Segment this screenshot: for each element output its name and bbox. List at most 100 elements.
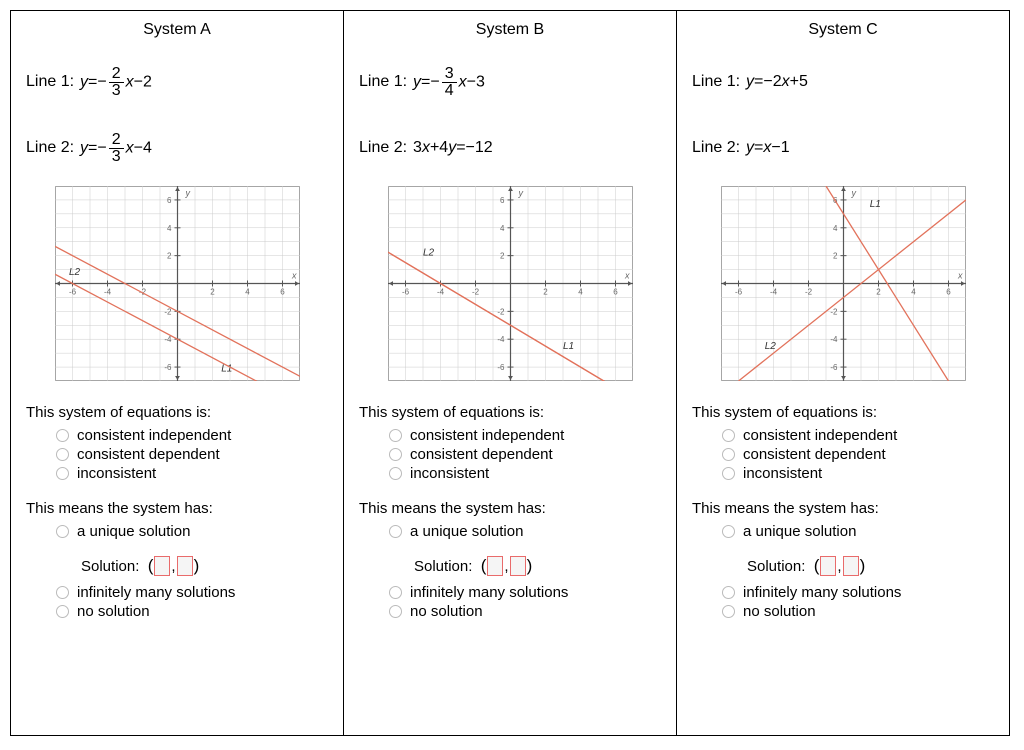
option-label: a unique solution — [743, 523, 856, 540]
radio-option[interactable]: no solution — [389, 603, 661, 620]
option-label: infinitely many solutions — [743, 584, 901, 601]
system-title: System C — [692, 21, 994, 39]
prompt: This means the system has: — [359, 500, 661, 517]
radio-option[interactable]: infinitely many solutions — [389, 584, 661, 601]
radio-option[interactable]: consistent dependent — [389, 446, 661, 463]
radio-option[interactable]: consistent independent — [722, 427, 994, 444]
radio-icon — [722, 525, 735, 538]
solution-row: Solution: (, ) — [414, 556, 661, 576]
solution-input[interactable] — [843, 556, 859, 576]
svg-text:L2: L2 — [69, 267, 81, 278]
equation-line: Line 1:y=−23x−2 — [26, 64, 328, 100]
svg-text:2: 2 — [500, 252, 505, 261]
equation-line: Line 1:y=−2x+5 — [692, 64, 994, 100]
prompt: This system of equations is: — [26, 404, 328, 421]
radio-option[interactable]: no solution — [722, 603, 994, 620]
svg-text:2: 2 — [833, 252, 838, 261]
radio-icon — [389, 586, 402, 599]
systems-container: System A Line 1:y=−23x−2 Line 2:y=−23x−4 -6… — [10, 10, 1010, 736]
radio-option[interactable]: a unique solution — [389, 523, 661, 540]
system-column: System ALine 1:y=−23x−2Line 2:y=−23x−4-6… — [11, 11, 343, 735]
svg-text:L1: L1 — [869, 199, 880, 210]
radio-icon — [722, 605, 735, 618]
radio-icon — [389, 467, 402, 480]
option-label: inconsistent — [743, 465, 822, 482]
option-label: inconsistent — [410, 465, 489, 482]
svg-text:6: 6 — [167, 196, 172, 205]
svg-text:-4: -4 — [436, 288, 444, 297]
svg-text:-2: -2 — [804, 288, 812, 297]
option-label: a unique solution — [77, 523, 190, 540]
svg-text:2: 2 — [210, 288, 215, 297]
equation-line: Line 2:y=−23x−4 — [26, 130, 328, 166]
svg-text:x: x — [291, 271, 297, 281]
svg-text:-6: -6 — [830, 363, 838, 372]
radio-option[interactable]: inconsistent — [722, 465, 994, 482]
system-title: System A — [26, 21, 328, 39]
radio-option[interactable]: inconsistent — [56, 465, 328, 482]
radio-option[interactable]: a unique solution — [722, 523, 994, 540]
radio-option[interactable]: consistent dependent — [722, 446, 994, 463]
svg-text:4: 4 — [245, 288, 250, 297]
svg-text:-2: -2 — [830, 307, 838, 316]
option-label: consistent independent — [410, 427, 564, 444]
option-label: consistent independent — [743, 427, 897, 444]
svg-text:2: 2 — [167, 252, 172, 261]
solution-input[interactable] — [487, 556, 503, 576]
svg-text:x: x — [624, 271, 630, 281]
graph-plot: -6-6-4-4-2-2224466xyL1L2 — [55, 186, 300, 381]
option-label: infinitely many solutions — [77, 584, 235, 601]
option-label: a unique solution — [410, 523, 523, 540]
radio-option[interactable]: inconsistent — [389, 465, 661, 482]
equation-line: Line 2:y=x−1 — [692, 130, 994, 166]
svg-text:6: 6 — [280, 288, 285, 297]
solution-input[interactable] — [510, 556, 526, 576]
option-label: consistent dependent — [743, 446, 886, 463]
svg-text:L2: L2 — [764, 341, 776, 352]
svg-text:-2: -2 — [497, 307, 505, 316]
svg-text:L2: L2 — [423, 248, 435, 259]
svg-text:4: 4 — [167, 224, 172, 233]
system-column: System B Line 1:y=−34x−3 Line 2:3x+4y=−12 -… — [343, 11, 676, 735]
radio-option[interactable]: consistent independent — [56, 427, 328, 444]
svg-text:-4: -4 — [830, 335, 838, 344]
option-label: consistent dependent — [410, 446, 553, 463]
radio-icon — [56, 429, 69, 442]
svg-text:-6: -6 — [401, 288, 409, 297]
option-label: inconsistent — [77, 465, 156, 482]
prompt: This system of equations is: — [359, 404, 661, 421]
svg-text:4: 4 — [833, 224, 838, 233]
svg-text:6: 6 — [500, 196, 505, 205]
radio-option[interactable]: a unique solution — [56, 523, 328, 540]
radio-icon — [389, 429, 402, 442]
radio-option[interactable]: infinitely many solutions — [722, 584, 994, 601]
radio-icon — [56, 586, 69, 599]
svg-text:-6: -6 — [734, 288, 742, 297]
option-label: consistent independent — [77, 427, 231, 444]
radio-icon — [56, 448, 69, 461]
solution-input[interactable] — [177, 556, 193, 576]
svg-text:y: y — [850, 188, 856, 198]
svg-text:L1: L1 — [563, 341, 574, 352]
radio-icon — [722, 429, 735, 442]
equation-line: Line 2:3x+4y=−12 — [359, 130, 661, 166]
radio-option[interactable]: infinitely many solutions — [56, 584, 328, 601]
radio-option[interactable]: consistent independent — [389, 427, 661, 444]
svg-text:x: x — [957, 271, 963, 281]
svg-text:y: y — [517, 188, 523, 198]
prompt: This means the system has: — [692, 500, 994, 517]
svg-text:-4: -4 — [497, 335, 505, 344]
prompt: This means the system has: — [26, 500, 328, 517]
radio-option[interactable]: consistent dependent — [56, 446, 328, 463]
option-label: no solution — [77, 603, 150, 620]
radio-icon — [56, 525, 69, 538]
svg-text:-4: -4 — [164, 335, 172, 344]
solution-input[interactable] — [820, 556, 836, 576]
equation-line: Line 1:y=−34x−3 — [359, 64, 661, 100]
svg-text:4: 4 — [911, 288, 916, 297]
solution-input[interactable] — [154, 556, 170, 576]
option-label: no solution — [743, 603, 816, 620]
prompt: This system of equations is: — [692, 404, 994, 421]
system-title: System B — [359, 21, 661, 39]
radio-option[interactable]: no solution — [56, 603, 328, 620]
